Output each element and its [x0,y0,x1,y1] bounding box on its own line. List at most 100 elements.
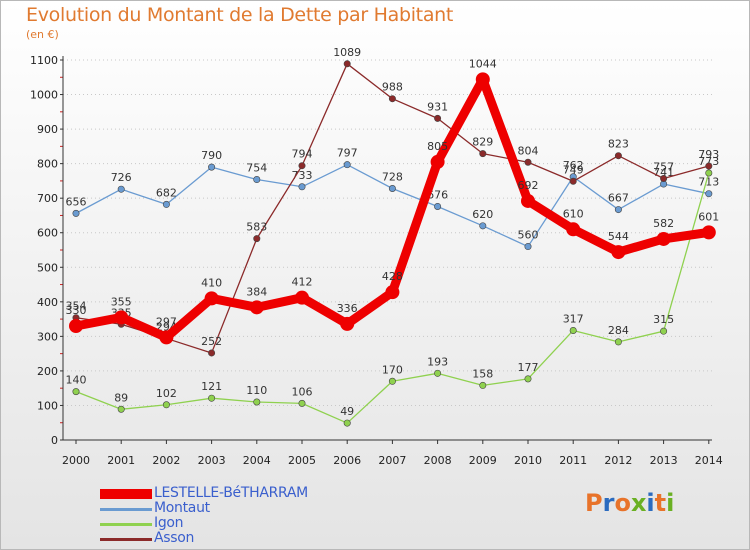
x-tick-label: 2000 [62,454,90,467]
data-label: 726 [111,171,132,184]
x-tick-label: 2014 [695,454,723,467]
data-label: 797 [337,147,358,160]
data-label: 121 [201,380,222,393]
data-label: 410 [201,276,222,289]
data-point [569,177,577,185]
data-label: 790 [201,149,222,162]
legend-label: Montaut [154,500,210,516]
data-point [208,163,216,171]
x-tick-label: 2003 [198,454,226,467]
data-label: 158 [472,367,493,380]
logo-letter: i [646,489,655,517]
data-label: 89 [114,391,128,404]
x-tick-label: 2011 [559,454,587,467]
data-point [660,327,668,335]
legend-swatch [100,522,152,526]
data-label: 170 [382,363,403,376]
data-point [208,394,216,402]
x-tick-label: 2004 [243,454,271,467]
data-point [434,114,442,122]
data-point [611,245,626,260]
data-label: 823 [608,138,629,151]
data-point [249,300,264,315]
y-tick-label: 900 [37,123,58,136]
data-point [614,338,622,346]
data-label: 284 [608,324,629,337]
legend-label: Asson [154,530,195,546]
x-tick-label: 2002 [152,454,180,467]
x-tick-label: 2001 [107,454,135,467]
data-label: 1089 [333,46,361,59]
data-label: 384 [246,285,267,298]
data-label: 1044 [469,57,497,70]
data-point [253,398,261,406]
data-point [521,193,535,208]
logo-letter: i [666,489,675,517]
data-point [660,174,668,182]
data-point [69,319,83,333]
data-label: 601 [698,210,719,223]
y-tick-label: 200 [37,365,58,378]
x-tick-label: 2009 [469,454,497,467]
data-point [159,330,174,345]
data-point [479,150,487,158]
data-label: 692 [518,179,539,192]
data-label: 728 [382,171,403,184]
data-point [388,185,396,193]
y-tick-label: 300 [37,330,58,343]
data-label: 412 [292,276,313,289]
y-tick-label: 800 [37,158,58,171]
data-point [343,60,351,68]
y-tick-label: 1000 [30,89,58,102]
data-point [434,202,442,210]
y-tick-label: 100 [37,399,58,412]
data-point [388,377,396,385]
data-point [385,285,400,300]
x-tick-label: 2007 [378,454,406,467]
y-tick-label: 0 [51,434,58,447]
data-label: 805 [427,140,448,153]
data-point [295,290,309,305]
data-label: 544 [608,230,629,243]
y-tick-label: 600 [37,227,58,240]
data-label: 829 [472,136,493,149]
data-point [569,326,577,334]
data-label: 177 [518,361,539,374]
data-label: 102 [156,387,177,400]
data-label: 336 [337,302,358,315]
data-label: 49 [340,405,354,418]
y-tick-label: 1100 [30,54,58,67]
data-label: 355 [111,295,132,308]
data-point [117,185,125,193]
data-point [705,162,713,170]
data-point [475,72,490,87]
data-point [479,381,487,389]
data-point [298,183,306,191]
data-label: 317 [563,312,584,325]
data-label: 106 [292,385,313,398]
data-label: 988 [382,81,403,94]
x-tick-label: 2013 [650,454,678,467]
data-point [343,419,351,427]
data-point [298,162,306,170]
data-point [343,161,351,169]
logo-letter: r [602,489,615,517]
data-label: 773 [698,155,719,168]
data-label: 193 [427,355,448,368]
data-label: 583 [246,221,267,234]
data-label: 733 [292,169,313,182]
data-point [117,405,125,413]
logo-letter: t [654,489,667,517]
data-label: 354 [66,300,87,313]
data-label: 428 [382,270,403,283]
data-point [162,200,170,208]
data-point [72,388,80,396]
data-point [524,158,532,166]
data-label: 804 [518,144,539,157]
legend-swatch [100,489,152,499]
data-point [524,375,532,383]
chart-title: Evolution du Montant de la Dette par Hab… [26,4,454,26]
legend-label: Igon [154,515,184,531]
